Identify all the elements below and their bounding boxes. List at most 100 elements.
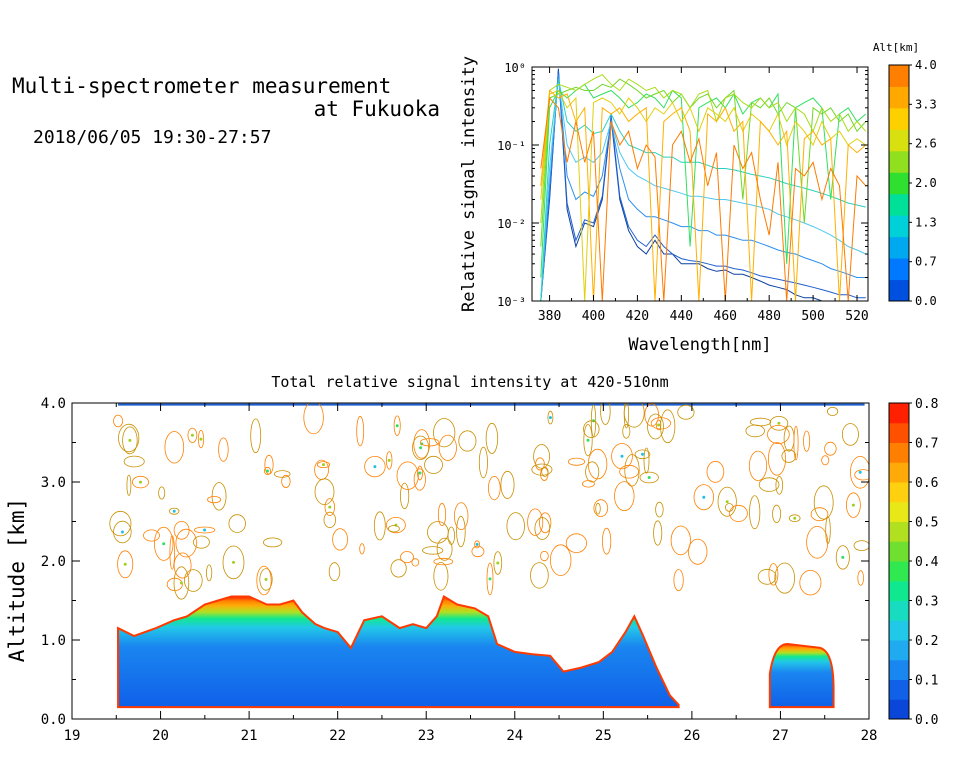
contour-speckle [540,550,549,562]
contour-speckle [393,415,401,436]
figure-title-line1: Multi-spectrometer measurement [12,74,392,98]
contour-speckle [793,425,799,461]
contour-speckle [758,477,780,492]
contour-speckle [471,545,485,558]
figure-title-line2: at Fukuoka [313,97,440,121]
altitude-colorbar-tick-label-2: 1.3 [915,215,937,229]
contour-speckle [122,426,138,455]
spectrum-series-line-1 [540,70,866,301]
spectrum-series-line-10 [540,96,867,301]
contour-speckle [109,510,132,537]
contour-speckle [653,520,663,546]
contour-speckle-core [123,562,127,566]
contour-speckle-core [128,438,132,442]
contour-speckle-core [488,577,492,581]
contour-speckle [359,543,365,555]
contour-speckle [458,430,477,452]
contour-speckle [729,504,748,522]
contour-speckle [411,558,420,567]
contour-speckle-core [419,446,423,450]
intensity-colorbar-swatch-9 [889,521,909,542]
contour-speckle-core [657,423,661,427]
contour-speckle [850,456,869,489]
contour-speckle [821,455,830,466]
spectrum-series-line-9 [540,89,867,301]
contour-speckle [644,403,659,427]
contour-speckle [422,546,444,555]
intensity-colorbar-swatch-15 [889,403,909,424]
contour-speckle [670,525,691,556]
heatmap-x-tick-label-7: 26 [683,728,700,744]
contour-speckle [655,501,664,518]
contour-speckle [447,526,455,545]
contour-speckle [565,533,588,553]
intensity-colorbar-swatch-4 [889,620,909,641]
heatmap-title: Total relative signal intensity at 420-5… [271,373,668,391]
heatmap-x-tick-label-4: 23 [418,728,435,744]
contour-speckle [768,441,787,476]
contour-speckle [775,475,784,495]
contour-speckle [595,502,601,515]
contour-speckle [660,409,676,444]
contour-speckle [413,468,426,491]
heatmap-x-tick-label-1: 20 [152,728,169,744]
contour-speckle [846,492,861,518]
contour-speckle [534,517,551,540]
contour-speckle [634,449,651,460]
contour-speckle [113,520,132,544]
contour-speckle-core [179,581,183,585]
contour-speckle [619,464,639,479]
contour-speckle-core [496,561,500,565]
intensity-colorbar-tick-label-3: 0.3 [915,595,938,610]
contour-speckle [113,414,124,428]
contour-speckle [197,429,205,449]
altitude-colorbar-swatch-8 [889,107,909,130]
spectrum-x-tick-label-5: 480 [757,309,780,324]
contour-speckle [767,424,790,444]
contour-speckle [193,526,216,534]
contour-speckle [583,424,593,457]
contour-speckle-core [266,469,269,473]
contour-speckle [688,538,708,565]
contour-speckle [412,435,430,461]
contour-speckle-core [475,542,479,546]
contour-speckle [772,504,782,524]
contour-speckle [622,423,631,439]
altitude-colorbar-swatch-5 [889,172,909,195]
contour-speckle [826,406,839,416]
altitude-colorbar-tick-label-1: 0.7 [915,255,937,269]
altitude-colorbar-swatch-1 [889,258,909,281]
contour-speckle-core [203,528,207,532]
heatmap-x-tick-label-9: 28 [861,728,878,744]
contour-speckle [781,449,797,463]
contour-speckle [706,460,725,483]
contour-speckle [314,478,335,506]
heatmap-x-tick-label-8: 27 [772,728,789,744]
contour-speckle [748,450,768,481]
contour-speckle [222,545,245,580]
intensity-colorbar-swatch-6 [889,580,909,601]
intensity-colorbar-swatch-13 [889,442,909,463]
contour-speckle-core [120,530,124,534]
contour-speckle [373,511,386,541]
contour-speckle-core [395,424,399,428]
spectrum-x-tick-label-2: 420 [626,309,649,324]
spectrum-x-tick-label-1: 400 [582,309,605,324]
contour-speckle [207,495,222,504]
spectrum-y-tick-label-2: 10⁻¹ [497,139,526,153]
contour-speckle [218,437,229,462]
intensity-colorbar-tick-label-5: 0.5 [915,516,938,531]
contour-speckle [143,529,160,542]
altitude-colorbar-tick-label-4: 2.6 [915,137,937,151]
contour-speckle [169,535,175,570]
spectrum-series-line-2 [540,74,866,301]
contour-speckle [228,514,246,533]
contour-speckle [774,562,795,594]
contour-speckle-core [190,433,194,437]
contour-speckle [117,550,134,579]
contour-speckle [813,485,834,520]
altitude-colorbar-swatch-6 [889,150,909,173]
altitude-colorbar-swatch-10 [889,65,909,87]
